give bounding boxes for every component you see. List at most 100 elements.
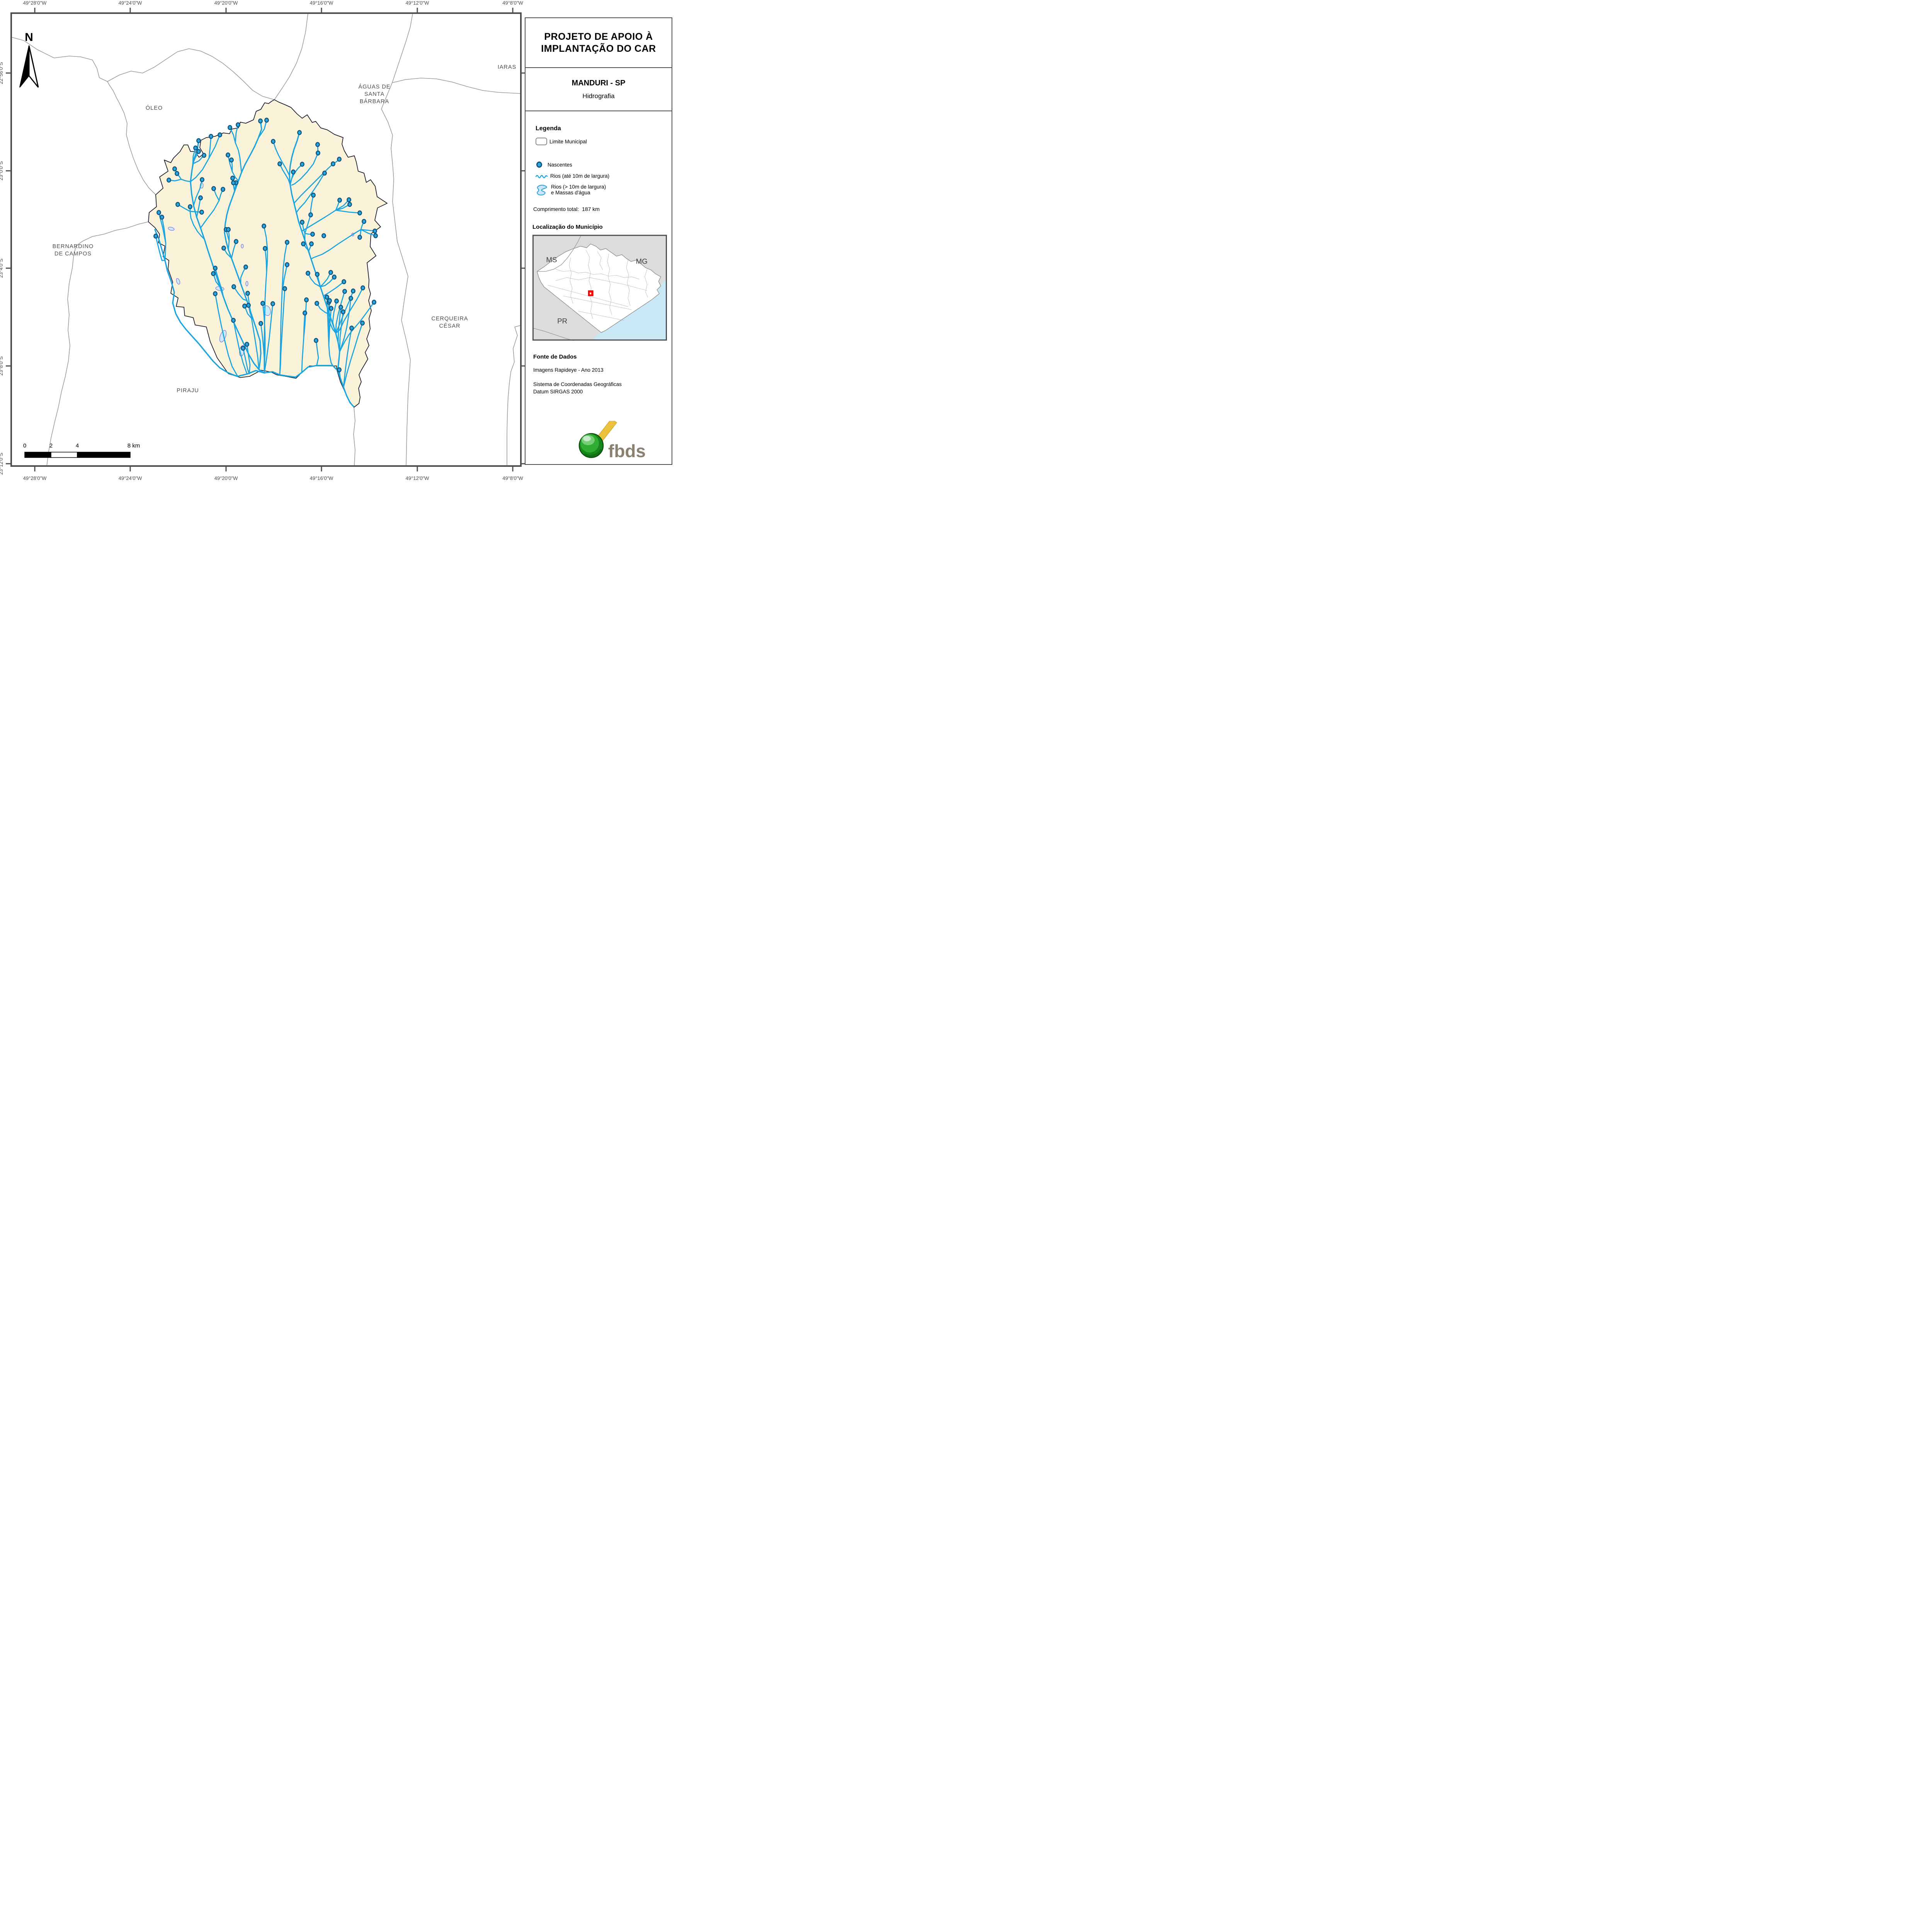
inset-state-polygon <box>537 243 661 333</box>
inset-municipality-texture <box>578 311 624 321</box>
inset-municipality-texture <box>607 253 612 315</box>
spring-dot <box>175 202 180 207</box>
longitude-label-top: 49°12'0"W <box>406 0 429 6</box>
spring-dot <box>229 157 234 163</box>
waterbody <box>176 278 180 285</box>
boundary-line <box>353 407 355 466</box>
inset-boundary-lines <box>532 235 648 341</box>
river-line <box>200 188 220 229</box>
river-line <box>332 300 337 334</box>
neighbor-municipality-label: BÁRBARA <box>360 98 389 105</box>
spring-dot <box>291 169 296 175</box>
river-line <box>291 152 319 186</box>
spring-dot <box>211 271 216 276</box>
river-line <box>360 229 376 236</box>
river-line <box>190 134 221 182</box>
river-line-icon <box>536 175 548 178</box>
spring-dot <box>327 298 332 303</box>
north-arrow-left-wing <box>19 45 29 88</box>
river-line <box>208 136 212 159</box>
longitude-label-top: 49°16'0"W <box>310 0 333 6</box>
spring-layer <box>153 117 378 373</box>
boundary-line <box>507 325 521 466</box>
river-line <box>214 267 224 298</box>
spring-dot <box>372 299 376 305</box>
map-frame <box>10 12 522 467</box>
spring-dot <box>347 202 352 207</box>
spring-dot <box>316 150 320 156</box>
legend-item-limite: Limite Municipal <box>536 138 665 145</box>
spring-dot <box>310 231 315 237</box>
spring-dot <box>153 233 158 239</box>
content-box: Legenda Limite Municipal Nascentes Rios … <box>525 111 672 465</box>
scale-tick-4: 4 <box>76 442 79 449</box>
river-line <box>242 347 250 374</box>
longitude-label-bottom: 49°8'0"W <box>502 475 523 480</box>
river-line <box>155 235 166 261</box>
scale-seg-2 <box>51 452 78 458</box>
data-source-heading: Fonte de Dados <box>533 354 577 360</box>
river-line <box>272 141 290 176</box>
river-line <box>224 120 262 370</box>
river-line <box>258 119 267 138</box>
river-line <box>337 306 342 343</box>
latitude-label: 22°56'0"S <box>0 62 4 84</box>
spring-dot <box>360 320 365 326</box>
spring-dot <box>200 177 204 182</box>
spring-dot <box>236 122 240 128</box>
spring-dot <box>175 171 179 176</box>
spring-dot <box>329 306 333 311</box>
river-line <box>279 288 286 376</box>
river-line <box>301 209 337 232</box>
spring-dot <box>231 180 236 185</box>
spring-dot <box>245 291 250 296</box>
spring-dot <box>301 241 306 247</box>
spring-dot <box>341 309 345 315</box>
spring-dot <box>285 240 289 245</box>
spring-dot <box>342 289 347 294</box>
spring-dot <box>226 227 231 232</box>
neighbor-municipality-label: ÁGUAS DE <box>359 83 391 90</box>
spring-dot <box>315 272 320 277</box>
scale-seg-1 <box>24 452 51 458</box>
graticule-axes: 49°28'0"W 49°28'0"W 49°24'0"W 49°24'0"W 49°2… <box>0 0 526 480</box>
river-line <box>335 291 345 334</box>
legend-item-massas: Rios (> 10m de largura) e Massas d'água <box>536 183 665 197</box>
spring-dot <box>351 288 355 294</box>
spring-dot <box>297 130 302 135</box>
spring-dot <box>361 285 365 291</box>
waterbody-icon <box>537 185 547 196</box>
legend-item-label: Rios (> 10m de largura) e Massas d'água <box>551 184 606 196</box>
scale-bar: 0 2 4 8 km <box>23 442 140 458</box>
spring-dot <box>193 145 198 151</box>
main-map: IARAS ÁGUAS DE SANTA BÁRBARA ÓLEO BERNARDINO D… <box>0 0 526 480</box>
inset-municipality-marker <box>588 290 594 296</box>
river-line <box>320 272 332 288</box>
river-line <box>214 293 238 376</box>
nascente-dot-icon <box>536 162 542 168</box>
inset-municipality-texture <box>548 285 628 307</box>
legend-item-nascentes: Nascentes <box>536 162 665 168</box>
spring-dot <box>241 345 245 351</box>
neighbor-municipality-label: CERQUEIRA <box>431 316 468 322</box>
spring-dot <box>167 177 171 183</box>
location-heading: Localização do Município <box>532 224 603 230</box>
boundary-line <box>392 78 521 94</box>
spring-dot <box>300 219 304 225</box>
map-sheet: IARAS ÁGUAS DE SANTA BÁRBARA ÓLEO BERNARDINO D… <box>0 0 678 480</box>
massas-line1: Rios (> 10m de largura) <box>551 184 606 190</box>
spring-dot <box>228 125 232 130</box>
inset-outer-boundary <box>532 328 574 341</box>
spring-dot <box>357 210 362 216</box>
river-line <box>307 272 321 288</box>
spring-dot <box>202 153 206 158</box>
total-length-value: 187 km <box>582 206 600 212</box>
river-line <box>190 140 265 374</box>
inset-municipality-texture <box>586 250 593 319</box>
inset-municipality-texture <box>563 296 632 310</box>
spring-dot <box>188 204 192 209</box>
river-line <box>308 250 312 260</box>
spring-dot <box>334 298 339 304</box>
